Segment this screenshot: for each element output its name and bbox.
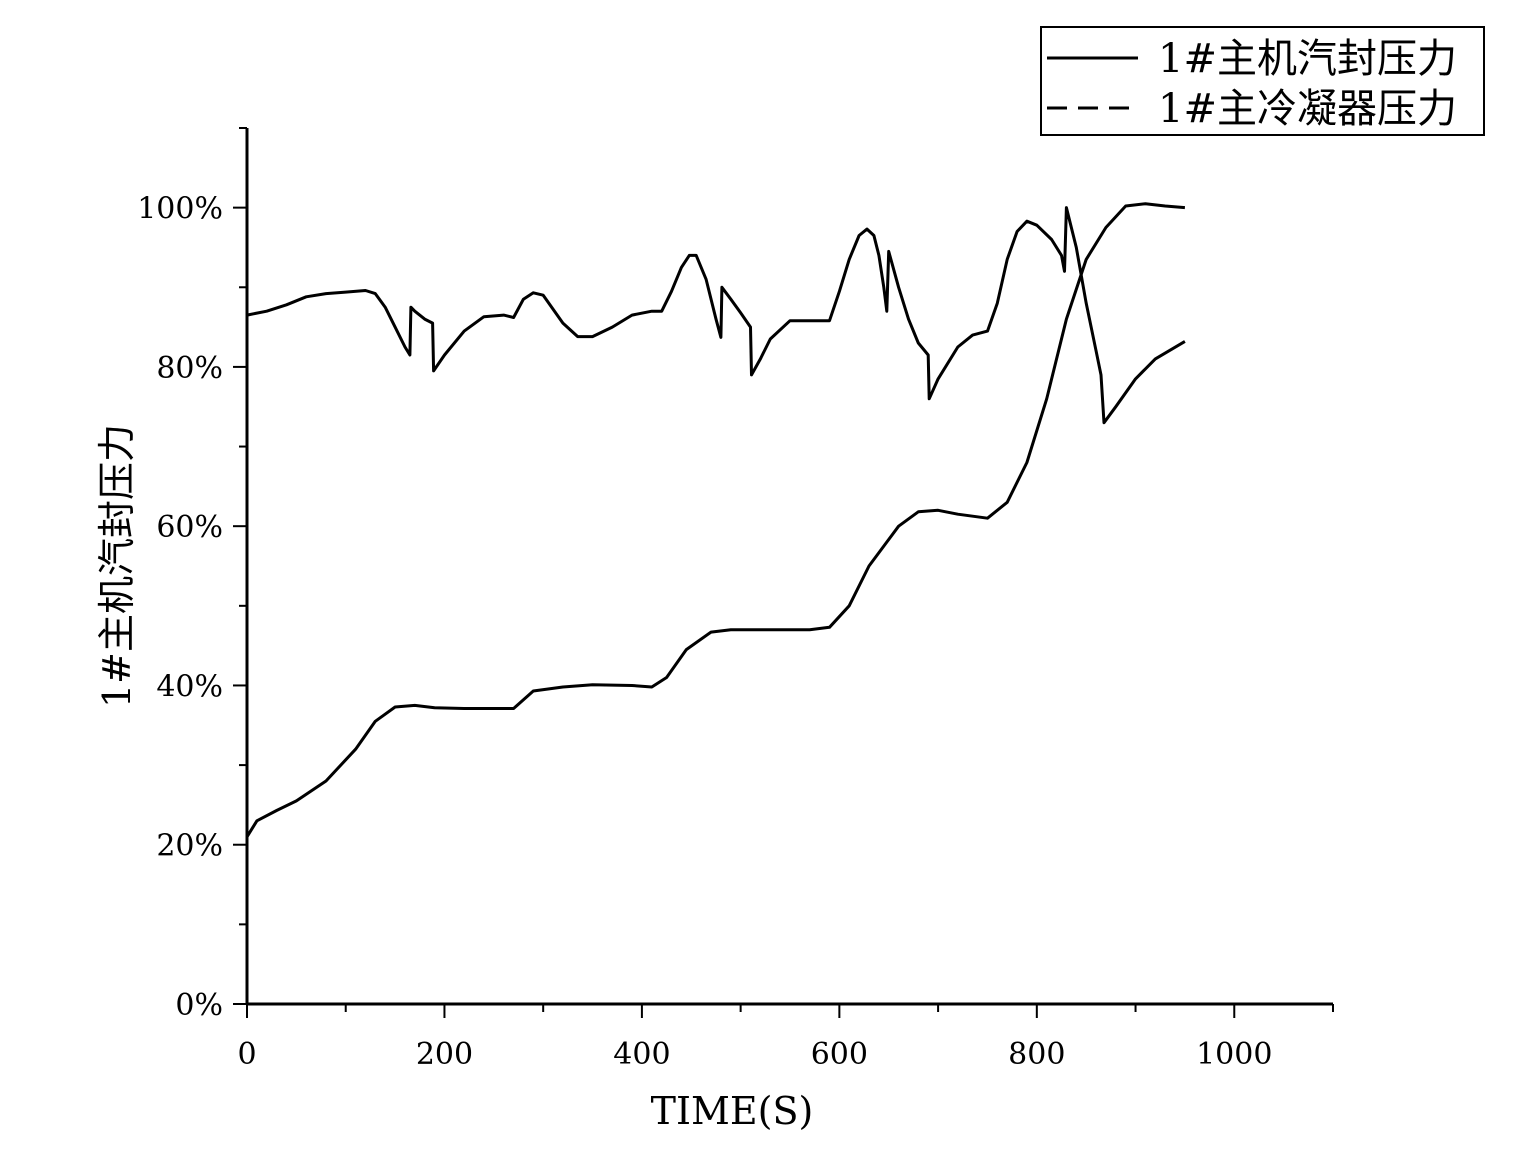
x-axis-title: TIME(S) [651, 1089, 814, 1133]
y-tick-label: 20% [156, 829, 223, 864]
y-tick-label: 0% [175, 988, 223, 1023]
y-tick-label: 60% [156, 510, 223, 545]
plot-area [245, 202, 1186, 838]
series-line-2 [245, 202, 1186, 838]
x-tick-label: 800 [1008, 1037, 1065, 1072]
series-line-1 [246, 206, 1186, 425]
x-tick-label: 0 [237, 1037, 256, 1072]
x-tick-label: 200 [416, 1037, 473, 1072]
y-tick-label: 80% [156, 351, 223, 386]
legend: 1#主机汽封压力 1#主冷凝器压力 [1040, 26, 1485, 136]
legend-label-series-1: 1#主机汽封压力 [1158, 36, 1457, 82]
y-axis-ticks: 0% 20% 40% 60% 80% 100% [137, 127, 247, 1023]
y-tick-label: 40% [156, 669, 223, 704]
y-axis-title: 1#主机汽封压力 [95, 424, 139, 708]
legend-box [1040, 26, 1485, 136]
legend-label-series-2: 1#主冷凝器压力 [1158, 86, 1457, 132]
y-tick-label: 100% [137, 192, 223, 227]
x-tick-label: 600 [811, 1037, 868, 1072]
x-tick-label: 1000 [1196, 1037, 1272, 1072]
x-axis-ticks: 0 200 400 600 800 1000 [237, 1004, 1334, 1072]
x-tick-label: 400 [613, 1037, 670, 1072]
